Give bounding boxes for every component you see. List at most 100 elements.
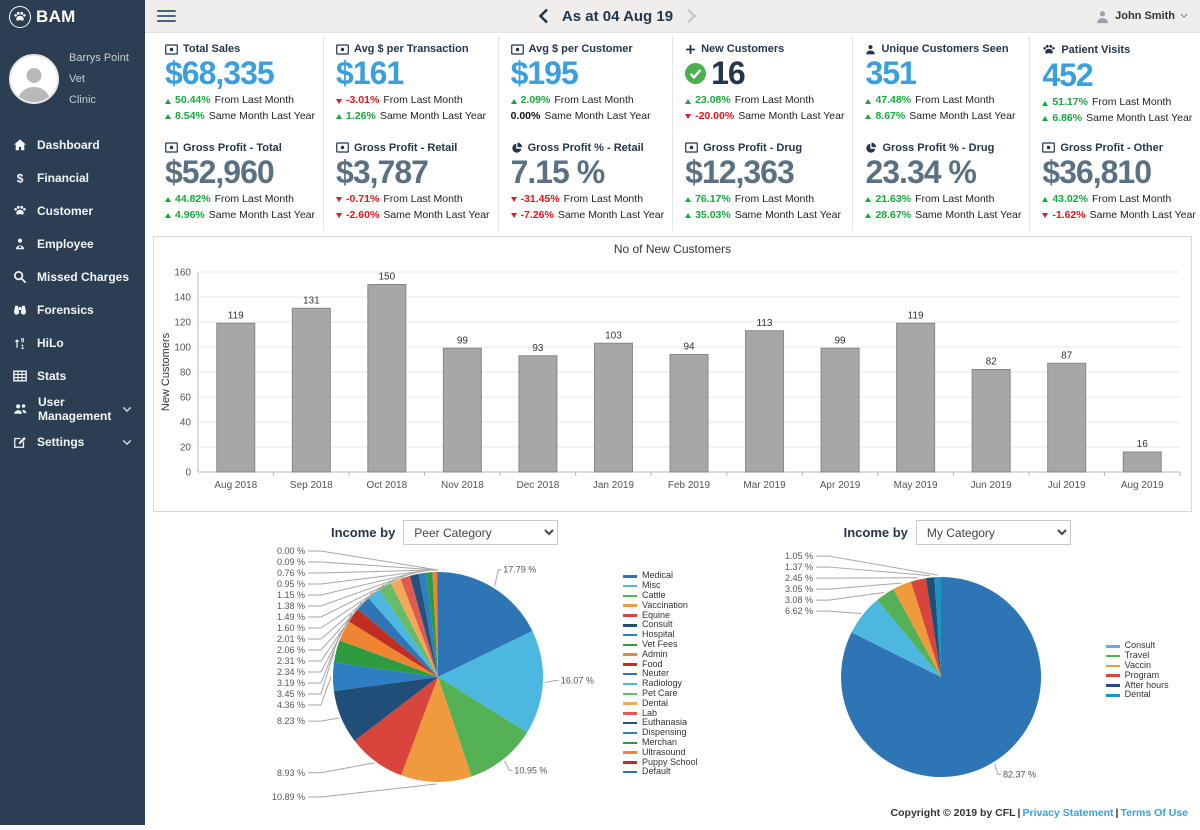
legend-color-dash	[623, 575, 637, 578]
bar-value-label: 150	[379, 272, 396, 283]
kpi-value: $12,363	[685, 155, 794, 190]
terms-of-use-link[interactable]: Terms Of Use	[1121, 807, 1189, 819]
my-category-select[interactable]: My Category	[916, 520, 1071, 545]
sidebar-item-employee[interactable]: Employee	[0, 228, 145, 261]
kpi-value: 23.34 %	[865, 155, 975, 190]
kpi-change-row: 4.96%Same Month Last Year	[165, 208, 315, 224]
peer-category-pie-chart: 17.79 %16.07 %10.95 %10.89 %8.93 %8.23 %…	[153, 545, 623, 830]
x-axis-category-label: Jun 2019	[971, 480, 1013, 491]
svg-text:$: $	[17, 172, 24, 186]
chevron-left-icon[interactable]	[537, 8, 550, 24]
sidebar-item-financial[interactable]: $Financial	[0, 162, 145, 195]
user-menu[interactable]: John Smith	[1095, 9, 1188, 24]
bar-aug-2018	[217, 324, 255, 473]
pie-percentage-label: 3.45 %	[277, 689, 305, 699]
y-axis-tick-label: 120	[174, 318, 191, 329]
legend-color-dash	[623, 663, 637, 666]
sidebar-item-label: Employee	[37, 237, 94, 251]
kpi-change-row: -31.45%From Last Month	[511, 192, 665, 208]
sidebar-item-dashboard[interactable]: Dashboard	[0, 129, 145, 162]
legend-color-dash	[1106, 645, 1120, 648]
sidebar-item-stats[interactable]: Stats	[0, 360, 145, 393]
top-bar: As at 04 Aug 19 John Smith	[145, 0, 1200, 33]
kpi-title: Patient Visits	[1061, 44, 1130, 56]
users-icon	[13, 402, 28, 416]
sidebar-item-customer[interactable]: Customer	[0, 195, 145, 228]
pie-percentage-label: 8.93 %	[277, 768, 305, 778]
pie-percentage-label: 1.15 %	[277, 590, 305, 600]
footer: Copyright © 2019 by CFL|Privacy Statemen…	[153, 805, 1192, 825]
kpi-change-row: 43.02%From Last Month	[1042, 192, 1196, 208]
search-icon	[13, 270, 27, 284]
x-axis-category-label: Feb 2019	[668, 480, 711, 491]
pie-label-leader-line	[495, 570, 502, 587]
income-by-label: Income by	[844, 525, 908, 540]
y-axis-tick-label: 20	[180, 443, 192, 454]
paw-icon	[1042, 43, 1056, 57]
kpi-change-row: 8.54%Same Month Last Year	[165, 109, 315, 125]
clinic-name-line2: Clinic	[69, 90, 136, 111]
pie-percentage-label: 1.60 %	[277, 623, 305, 633]
kpi-change-row: -1.62%Same Month Last Year	[1042, 208, 1196, 224]
pie-percentage-label: 0.00 %	[277, 546, 305, 556]
increase-caret-icon	[685, 213, 691, 218]
kpi-change-row: 1.26%Same Month Last Year	[336, 109, 490, 125]
bar-dec-2018	[519, 356, 557, 472]
privacy-statement-link[interactable]: Privacy Statement	[1023, 807, 1114, 819]
legend-color-dash	[623, 702, 637, 705]
income-by-label: Income by	[331, 525, 395, 540]
kpi-value: $68,335	[165, 56, 274, 91]
paw-logo-icon	[9, 6, 31, 28]
legend-color-dash	[1106, 655, 1120, 658]
kpi-title: Avg $ per Customer	[529, 43, 633, 55]
sidebar-item-forensics[interactable]: Forensics	[0, 294, 145, 327]
y-axis-tick-label: 140	[174, 293, 191, 304]
increase-caret-icon	[865, 99, 871, 104]
kpi-change-row: 47.48%From Last Month	[865, 93, 1021, 109]
legend-color-dash	[623, 761, 637, 764]
check-circle-icon	[685, 63, 706, 84]
money-icon	[1042, 142, 1055, 153]
edit-icon	[13, 435, 27, 449]
pie-percentage-label: 8.23 %	[277, 716, 305, 726]
chevron-right-icon[interactable]	[685, 8, 698, 24]
peer-category-select[interactable]: Peer Category	[403, 520, 558, 545]
x-axis-category-label: May 2019	[894, 480, 938, 491]
chevron-down-icon	[122, 406, 132, 413]
x-axis-category-label: Mar 2019	[743, 480, 786, 491]
kpi-change-row: -3.01%From Last Month	[336, 93, 490, 109]
decrease-caret-icon	[685, 114, 691, 119]
legend-color-dash	[1106, 694, 1120, 697]
kpi-title: Unique Customers Seen	[881, 43, 1008, 55]
sidebar-item-missed-charges[interactable]: Missed Charges	[0, 261, 145, 294]
x-axis-category-label: Dec 2018	[517, 480, 560, 491]
sidebar-item-user-management[interactable]: User Management	[0, 393, 145, 426]
legend-color-dash	[623, 585, 637, 588]
y-axis-tick-label: 40	[180, 418, 192, 429]
sidebar-item-settings[interactable]: Settings	[0, 426, 145, 459]
x-axis-category-label: Aug 2019	[1121, 480, 1164, 491]
decrease-caret-icon	[336, 213, 342, 218]
kpi-title: Total Sales	[183, 43, 240, 55]
bar-value-label: 113	[757, 318, 773, 329]
legend-color-dash	[623, 742, 637, 745]
kpi-change-row: 35.03%Same Month Last Year	[685, 208, 844, 224]
pie-percentage-label: 4.36 %	[277, 700, 305, 710]
legend-color-dash	[1106, 674, 1120, 677]
legend-color-dash	[623, 634, 637, 637]
legend-color-dash	[623, 614, 637, 617]
main-area: As at 04 Aug 19 John Smith Total Sales$6…	[145, 0, 1200, 825]
income-by-peer-category-block: Income by Peer Category 17.79 %16.07 %10…	[153, 520, 756, 805]
app-logo[interactable]: BAM	[0, 0, 145, 33]
money-icon	[165, 44, 178, 55]
